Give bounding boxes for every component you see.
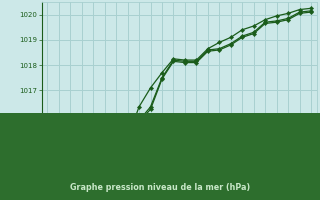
Text: Graphe pression niveau de la mer (hPa): Graphe pression niveau de la mer (hPa) bbox=[70, 183, 250, 192]
